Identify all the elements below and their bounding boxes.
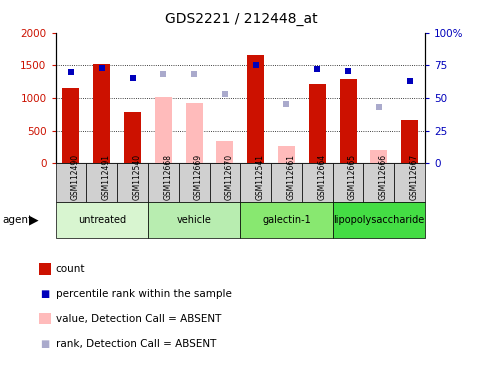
Bar <box>401 120 418 163</box>
Bar <box>93 64 110 163</box>
Text: GSM112490: GSM112490 <box>71 154 80 200</box>
Text: galectin-1: galectin-1 <box>262 215 311 225</box>
Text: GSM112541: GSM112541 <box>256 154 265 200</box>
Text: count: count <box>56 264 85 274</box>
Text: GSM112668: GSM112668 <box>163 154 172 200</box>
Text: ■: ■ <box>40 289 49 299</box>
Text: ■: ■ <box>40 339 49 349</box>
Text: GDS2221 / 212448_at: GDS2221 / 212448_at <box>165 12 318 25</box>
Text: GSM112665: GSM112665 <box>348 154 357 200</box>
Bar <box>278 146 295 163</box>
Text: GSM112540: GSM112540 <box>132 154 142 200</box>
Text: GSM112491: GSM112491 <box>102 154 111 200</box>
Bar <box>62 88 79 163</box>
Bar <box>370 150 387 163</box>
Bar <box>340 79 356 163</box>
Bar <box>124 112 141 163</box>
Bar <box>155 97 172 163</box>
Text: percentile rank within the sample: percentile rank within the sample <box>56 289 231 299</box>
Text: agent: agent <box>2 215 32 225</box>
Text: GSM112667: GSM112667 <box>410 154 419 200</box>
Text: ▶: ▶ <box>29 214 39 226</box>
Bar <box>247 56 264 163</box>
Bar <box>185 103 202 163</box>
Text: GSM112669: GSM112669 <box>194 154 203 200</box>
Text: lipopolysaccharide: lipopolysaccharide <box>333 215 425 225</box>
Text: value, Detection Call = ABSENT: value, Detection Call = ABSENT <box>56 314 221 324</box>
Text: GSM112664: GSM112664 <box>317 154 327 200</box>
Text: GSM112661: GSM112661 <box>286 154 296 200</box>
Text: GSM112666: GSM112666 <box>379 154 388 200</box>
Bar <box>309 84 326 163</box>
Text: untreated: untreated <box>78 215 126 225</box>
Text: GSM112670: GSM112670 <box>225 154 234 200</box>
Bar <box>216 141 233 163</box>
Text: vehicle: vehicle <box>177 215 212 225</box>
Text: rank, Detection Call = ABSENT: rank, Detection Call = ABSENT <box>56 339 216 349</box>
